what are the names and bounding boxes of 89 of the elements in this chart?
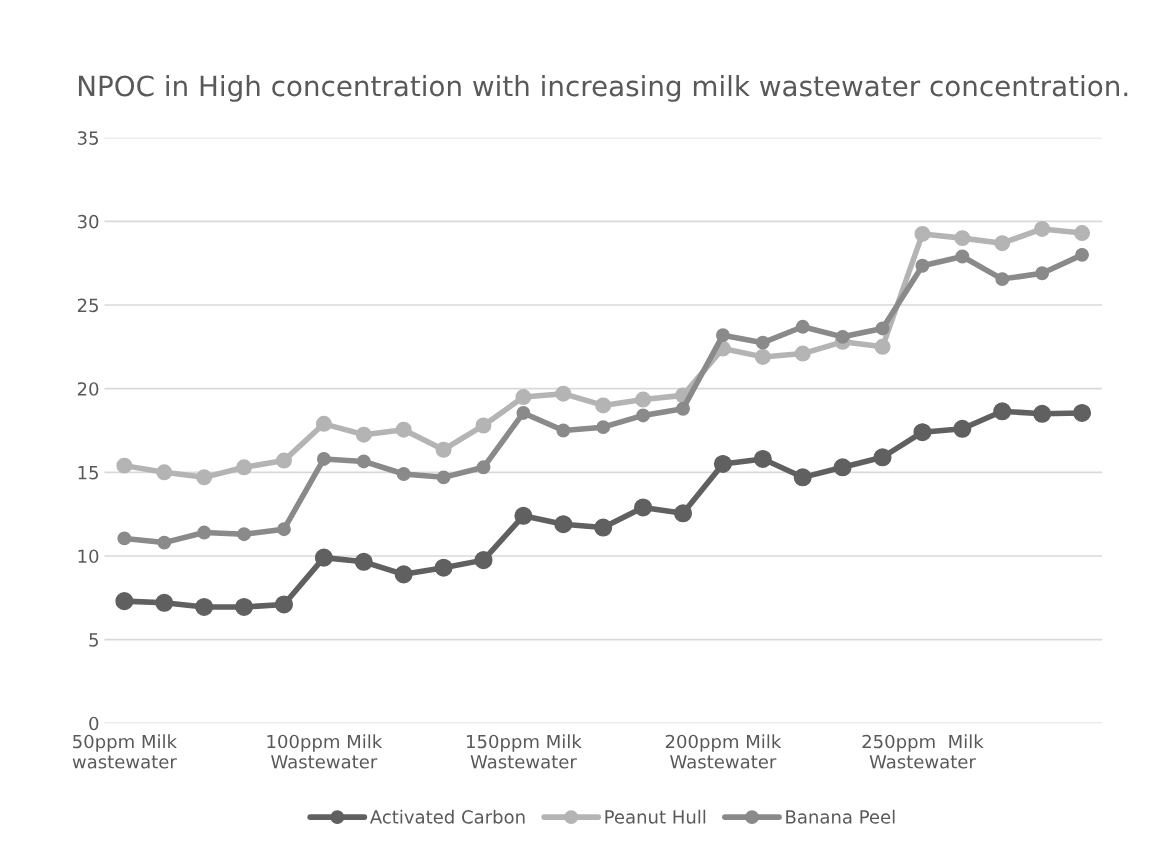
point [595, 397, 612, 414]
point [914, 225, 931, 242]
point [954, 230, 971, 247]
point [277, 522, 291, 537]
point [436, 470, 451, 485]
point [474, 551, 493, 570]
point [476, 460, 491, 475]
legend-label: Activated Carbon [369, 809, 525, 824]
point [117, 531, 132, 546]
point [316, 451, 331, 466]
legend-label: Peanut Hull [605, 809, 706, 824]
x-tick-label: 150ppm Milk Wastewater [466, 734, 582, 769]
point [275, 452, 292, 469]
y-tick-label: 35 [77, 131, 98, 145]
point [676, 401, 690, 416]
y-tick-label: 10 [78, 549, 99, 564]
point [355, 426, 372, 443]
point [873, 448, 892, 467]
x-tick-label: 100ppm Milk Wastewater [267, 734, 383, 769]
point [354, 552, 373, 571]
point [315, 415, 332, 432]
point [515, 389, 532, 406]
point [156, 464, 173, 481]
point [753, 449, 772, 468]
point [795, 319, 810, 334]
point [556, 423, 571, 438]
point [196, 469, 213, 486]
x-tick-label: 250ppm Milk Wastewater [862, 734, 984, 769]
point [715, 328, 730, 343]
point [394, 565, 413, 584]
point [434, 558, 453, 577]
point [555, 385, 572, 402]
point [237, 527, 252, 542]
point [915, 258, 930, 273]
point [314, 548, 333, 567]
point [157, 535, 172, 550]
point [875, 321, 890, 336]
point [475, 417, 492, 434]
point [514, 506, 533, 525]
point [635, 391, 652, 408]
point [1034, 220, 1051, 237]
y-tick-label: 25 [77, 298, 98, 313]
point [994, 235, 1011, 252]
point [115, 592, 134, 611]
point [395, 421, 412, 438]
point [235, 597, 254, 617]
point [236, 459, 253, 476]
point [197, 525, 212, 540]
point [1075, 247, 1089, 262]
point [955, 249, 970, 264]
point [833, 458, 852, 477]
y-tick-label: 15 [78, 466, 98, 480]
point [993, 402, 1012, 421]
point [874, 338, 891, 355]
point [596, 420, 611, 435]
y-tick-label: 30 [77, 214, 99, 229]
point [673, 504, 693, 523]
point [594, 518, 613, 537]
chart-title: NPOC in High concentration with increasing milk wastewater concentration. [78, 74, 1128, 102]
point [793, 468, 812, 487]
y-tick-label: 0 [89, 716, 99, 731]
point [116, 457, 133, 474]
point [913, 423, 932, 442]
point [754, 348, 771, 365]
point [634, 498, 653, 517]
y-tick-label: 5 [89, 633, 98, 647]
point [1073, 403, 1092, 422]
point [953, 419, 972, 438]
point [396, 467, 411, 481]
point [794, 345, 811, 362]
x-tick-label: 50ppm Milk wastewater [72, 734, 177, 769]
point [195, 597, 214, 617]
point [755, 335, 770, 350]
point [356, 454, 371, 469]
point [713, 454, 732, 473]
point [435, 441, 452, 458]
x-tick-label: 200ppm Milk Wastewater [665, 734, 782, 769]
point [1033, 404, 1052, 423]
point [155, 593, 174, 612]
y-tick-label: 20 [77, 382, 99, 396]
point [1035, 266, 1050, 281]
point [1074, 225, 1091, 242]
point [554, 515, 573, 534]
point [516, 405, 531, 420]
point [636, 408, 651, 423]
point [274, 595, 293, 614]
legend-label: Banana Peel [786, 809, 895, 824]
point [835, 329, 850, 344]
point [995, 272, 1010, 287]
